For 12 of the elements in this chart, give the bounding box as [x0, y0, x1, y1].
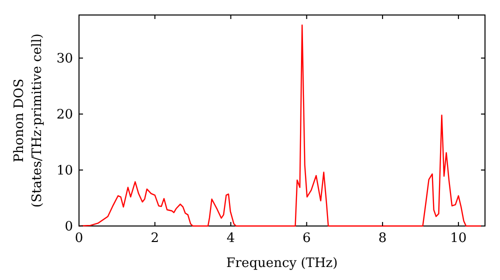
- y-tick-label: 0: [64, 220, 73, 235]
- y-tick-label: 10: [56, 164, 73, 179]
- x-tick-label: 2: [150, 231, 160, 246]
- x-tick-label: 10: [450, 231, 467, 246]
- x-tick-label: 4: [226, 231, 235, 246]
- y-axis-title: Phonon DOS (States/THz·primitive cell): [12, 33, 45, 208]
- x-tick-label: 8: [378, 231, 387, 246]
- y-tick-label: 20: [56, 108, 73, 123]
- x-tick-label: 0: [74, 231, 84, 246]
- x-tick-label: 6: [302, 231, 311, 246]
- y-tick-label: 30: [56, 52, 73, 67]
- x-axis-title: Frequency (THz): [226, 256, 338, 271]
